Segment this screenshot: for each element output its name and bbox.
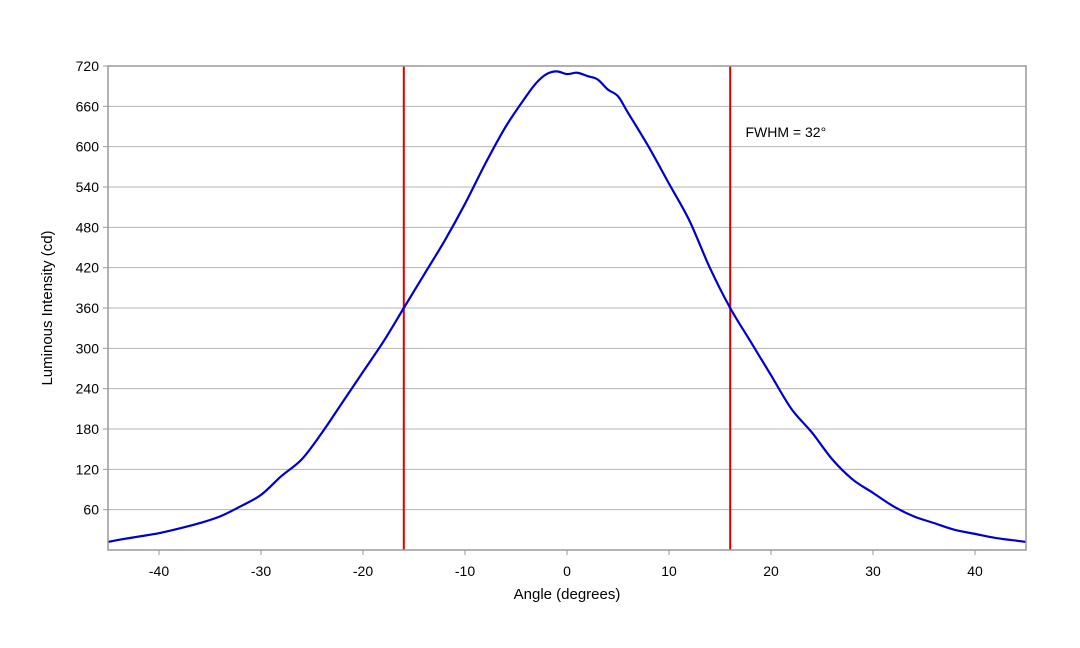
- y-tick-label: 360: [76, 300, 100, 316]
- x-tick-label: -10: [455, 563, 475, 579]
- intensity-curve: [107, 70, 1027, 544]
- y-tick-label: 660: [76, 98, 100, 114]
- y-tick-label: 600: [76, 139, 100, 155]
- x-tick-label: -40: [149, 563, 169, 579]
- x-tick-label: 10: [661, 563, 677, 579]
- x-tick-label: 30: [865, 563, 881, 579]
- x-tick-label: -30: [251, 563, 271, 579]
- x-tick-label: -20: [353, 563, 373, 579]
- x-axis-title: Angle (degrees): [514, 586, 621, 603]
- plot-area: [107, 66, 1027, 550]
- y-tick-label: 300: [76, 340, 100, 356]
- y-tick-label: 120: [76, 461, 100, 477]
- y-axis-title: Luminous Intensity (cd): [39, 230, 56, 385]
- fwhm-annotation: FWHM = 32°: [746, 124, 827, 140]
- x-tick-label: 20: [763, 563, 779, 579]
- y-tick-label: 240: [76, 381, 100, 397]
- y-tick-label: 480: [76, 219, 100, 235]
- y-tick-label: 720: [76, 58, 100, 74]
- x-tick-label: 0: [563, 563, 571, 579]
- y-tick-label: 180: [76, 421, 100, 437]
- y-tick-label: 540: [76, 179, 100, 195]
- y-tick-label: 60: [83, 502, 99, 518]
- x-tick-label: 40: [967, 563, 983, 579]
- y-tick-label: 420: [76, 260, 100, 276]
- axis-ticks: [103, 65, 976, 555]
